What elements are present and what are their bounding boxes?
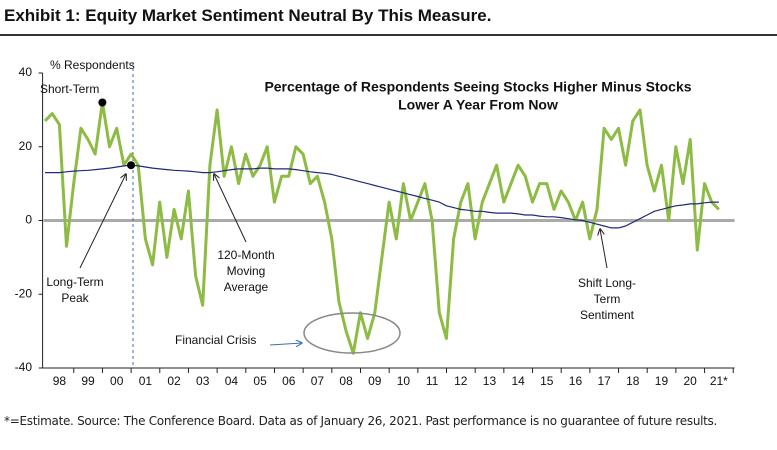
header-rule	[0, 34, 777, 36]
y-axis-label: % Respondents	[50, 58, 135, 72]
y-tick-label: 20	[19, 139, 33, 153]
annotation-arrow	[79, 174, 126, 269]
x-tick-label: 12	[454, 374, 468, 388]
x-tick-label: 00	[110, 374, 124, 388]
x-tick-label: 16	[569, 374, 583, 388]
annotation-arrow	[600, 229, 608, 269]
x-tick-label: 21*	[710, 374, 728, 388]
annotation: Shift Long-	[578, 276, 636, 290]
x-tick-label: 18	[626, 374, 640, 388]
footnote: *=Estimate. Source: The Conference Board…	[4, 414, 718, 428]
annotation: Peak	[61, 291, 89, 305]
x-tick-label: 17	[597, 374, 611, 388]
y-tick-label: 0	[25, 213, 32, 227]
moving-average-line	[45, 164, 719, 229]
x-tick-label: 11	[426, 374, 439, 388]
annotation: Financial Crisis	[175, 333, 256, 347]
y-tick-label: -40	[15, 360, 33, 374]
x-tick-label: 10	[397, 374, 411, 388]
y-tick-label: -20	[15, 286, 33, 300]
x-tick-label: 03	[196, 374, 210, 388]
x-tick-label: 20	[683, 374, 697, 388]
chart: 40 20 0 -20 -40 % Respondents 98 99 00 01 02 03 04 05…	[15, 58, 735, 388]
annotation: Short-Term	[40, 82, 99, 96]
annotation-arrow	[269, 343, 302, 345]
x-tick-label: 98	[53, 374, 67, 388]
short-term-peak-dot	[98, 98, 107, 107]
x-tick-label: 02	[167, 374, 181, 388]
annotation: Long-Term	[46, 275, 103, 289]
x-tick-label: 99	[81, 374, 95, 388]
x-tick-label: 01	[139, 374, 153, 388]
chart-title: Percentage of Respondents Seeing Stocks …	[264, 79, 691, 95]
annotation: Sentiment	[580, 308, 635, 322]
long-term-peak-dot	[127, 161, 136, 170]
y-tick-label: 40	[19, 65, 33, 79]
x-tick-label: 19	[655, 374, 669, 388]
x-tick-label: 14	[511, 374, 525, 388]
x-tick-label: 06	[282, 374, 296, 388]
annotation: Term	[594, 292, 621, 306]
annotation: 120-Month	[217, 248, 274, 262]
x-tick-label: 08	[339, 374, 353, 388]
sentiment-line	[43, 101, 720, 355]
annotation: Average	[224, 280, 269, 294]
x-tick-label: 07	[311, 374, 325, 388]
x-tick-label: 09	[368, 374, 382, 388]
annotation: Moving	[227, 264, 266, 278]
exhibit-title: Exhibit 1: Equity Market Sentiment Neutr…	[4, 6, 492, 25]
x-tick-label: 13	[483, 374, 497, 388]
annotation-arrow	[214, 174, 247, 243]
crisis-ellipse	[303, 312, 401, 354]
x-tick-label: 15	[540, 374, 554, 388]
chart-title: Lower A Year From Now	[398, 97, 558, 113]
x-tick-label: 05	[253, 374, 267, 388]
x-tick-label: 04	[225, 374, 239, 388]
